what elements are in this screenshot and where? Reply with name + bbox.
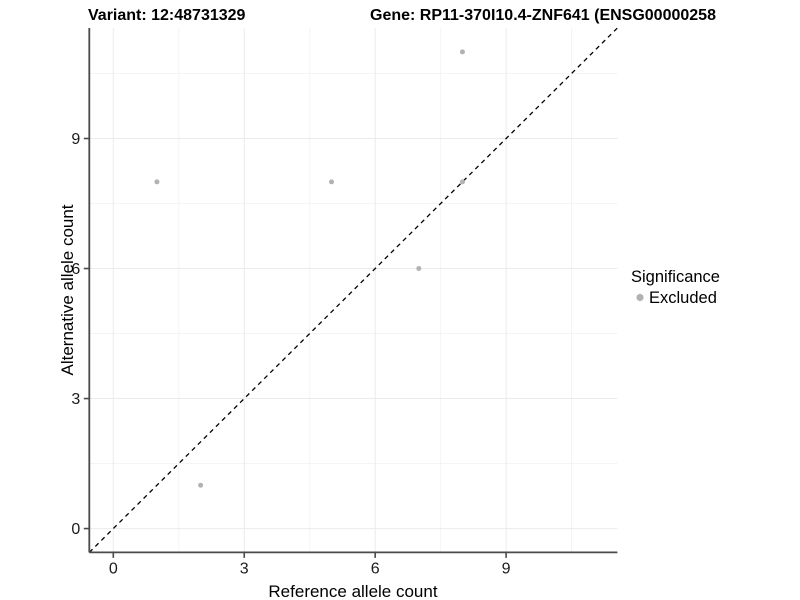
- y-axis-title: Alternative allele count: [58, 204, 77, 375]
- x-tick-label: 3: [240, 560, 249, 577]
- y-tick-label: 3: [71, 391, 80, 408]
- data-point: [329, 179, 335, 185]
- y-tick-label: 9: [71, 131, 80, 148]
- legend-item-excluded: Excluded: [636, 289, 717, 307]
- data-point: [459, 179, 465, 185]
- x-tick-label: 9: [502, 560, 511, 577]
- data-points-layer: [154, 49, 465, 488]
- data-point: [459, 49, 465, 55]
- gridlines-minor: [89, 28, 618, 553]
- legend-item-label: Excluded: [649, 289, 717, 307]
- y-tick-label: 6: [71, 261, 80, 278]
- excluded-point-icon: [636, 293, 644, 302]
- data-point: [198, 482, 204, 488]
- variant-title: Variant: 12:48731329: [88, 7, 246, 24]
- legend-title: Significance: [631, 268, 720, 286]
- legend: Significance Excluded: [631, 268, 720, 307]
- y-tick-label: 0: [71, 521, 80, 538]
- x-tick-label: 0: [109, 560, 118, 577]
- gridlines-major: [89, 28, 618, 553]
- x-axis-title: Reference allele count: [268, 582, 437, 600]
- axis-ticks-layer: [83, 137, 507, 558]
- data-point: [154, 179, 160, 185]
- gene-title: Gene: RP11-370I10.4-ZNF641 (ENSG00000258: [370, 7, 716, 24]
- x-tick-label: 6: [371, 560, 380, 577]
- axis-lines-layer: [88, 28, 618, 554]
- data-point: [416, 266, 422, 272]
- tick-labels-layer: 0 3 6 9 0 3 6 9: [71, 131, 510, 577]
